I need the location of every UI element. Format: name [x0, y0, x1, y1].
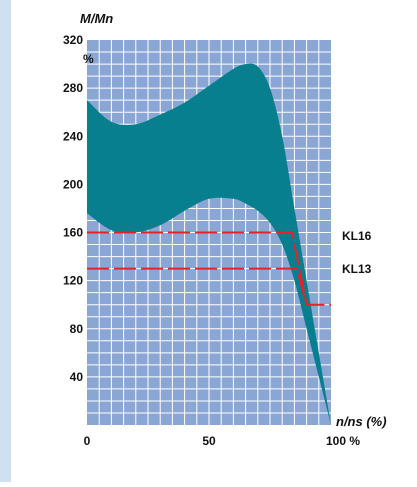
- limit-line-kl16: [87, 231, 308, 305]
- y-tick-label: 120: [63, 274, 83, 288]
- y-tick-label: 280: [63, 81, 83, 95]
- y-axis-unit: %: [83, 52, 94, 66]
- side-strip: [0, 0, 11, 482]
- limit-lines: [87, 231, 331, 306]
- y-axis-ticks: 40 80 120 160 200 240 280 320: [63, 33, 83, 384]
- annotation-kl13: KL13: [342, 262, 372, 276]
- limit-line-kl13: [87, 267, 331, 306]
- y-axis-title: M/Mn: [80, 11, 113, 26]
- x-tick-label: 0: [84, 434, 91, 448]
- x-tick-label: 100 %: [326, 434, 360, 448]
- y-tick-label: 240: [63, 129, 83, 143]
- y-tick-label: 40: [70, 370, 84, 384]
- x-axis-ticks: 0 50 100 %: [84, 434, 361, 448]
- x-tick-label: 50: [202, 434, 216, 448]
- y-tick-label: 200: [63, 177, 83, 191]
- annotation-kl16: KL16: [342, 229, 372, 243]
- y-tick-label: 160: [63, 226, 83, 240]
- torque-band: [87, 63, 331, 425]
- y-tick-label: 320: [63, 33, 83, 47]
- y-tick-label: 80: [70, 322, 84, 336]
- x-axis-title: n/ns (%): [336, 414, 387, 429]
